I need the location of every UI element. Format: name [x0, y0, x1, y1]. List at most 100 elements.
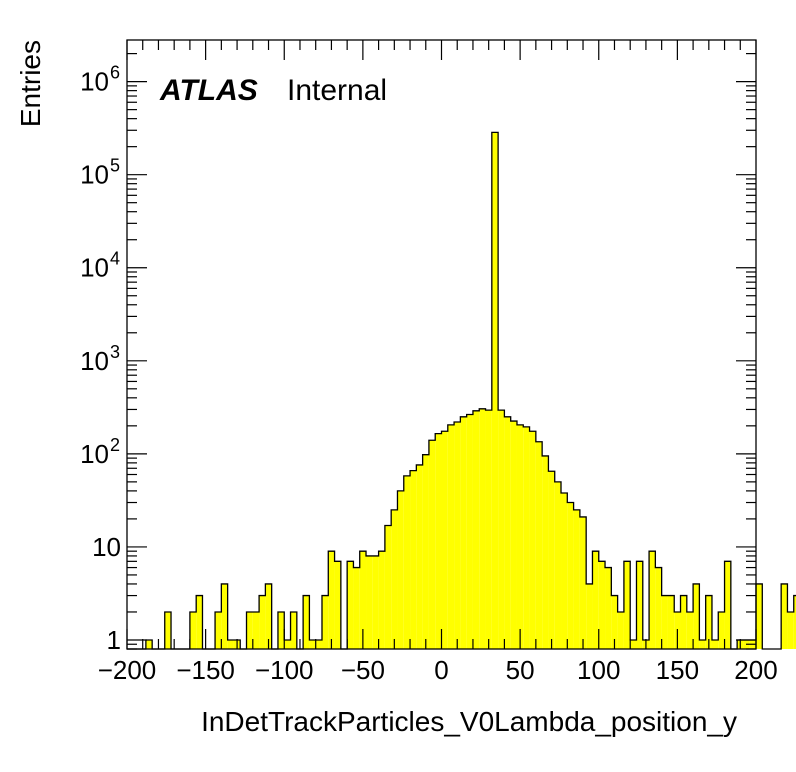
- histogram-bin: [252, 611, 260, 649]
- histogram-bin: [504, 416, 511, 649]
- histogram-bin: [460, 416, 467, 649]
- x-tick-label: 100: [577, 655, 620, 685]
- histogram-bin: [472, 410, 480, 649]
- histogram-bin: [447, 424, 455, 649]
- y-tick-exponent: 5: [110, 156, 120, 176]
- x-tick-label: −200: [98, 655, 157, 685]
- histogram-bin: [498, 410, 505, 649]
- y-tick-label: 1: [107, 625, 121, 655]
- histogram-bin: [781, 583, 788, 649]
- histogram-bin: [529, 431, 536, 649]
- histogram-bin: [630, 639, 637, 649]
- histogram-bin: [366, 555, 373, 649]
- x-tick-label: 0: [434, 655, 448, 685]
- histogram-bin: [649, 551, 656, 649]
- histogram-bin: [680, 595, 687, 649]
- x-tick-label: −50: [341, 655, 385, 685]
- y-tick-label: 10: [80, 346, 109, 376]
- y-axis-title: Entries: [15, 40, 46, 127]
- histogram-bin: [347, 561, 354, 649]
- y-tick-label: 10: [92, 532, 121, 562]
- histogram-bin: [516, 424, 524, 649]
- histogram-bars: [145, 132, 796, 649]
- histogram-bin: [479, 408, 486, 649]
- histogram-bin: [579, 516, 587, 649]
- histogram-bin: [246, 611, 253, 649]
- histogram-bin: [403, 475, 411, 649]
- histogram-bin: [567, 502, 574, 649]
- histogram-bin: [705, 595, 712, 649]
- histogram-bin: [441, 431, 448, 649]
- histogram-bin: [391, 509, 398, 649]
- y-tick-label: 10: [80, 67, 109, 97]
- y-tick-exponent: 2: [110, 435, 120, 455]
- histogram-bin: [561, 492, 568, 649]
- histogram-bin: [321, 595, 329, 649]
- histogram-bin: [189, 611, 197, 649]
- histogram-outline: [127, 131, 796, 650]
- histogram-bin: [303, 595, 310, 649]
- histogram-bin: [655, 567, 662, 649]
- histogram-bin: [215, 611, 222, 649]
- histogram-bin: [542, 455, 549, 649]
- histogram-bin: [611, 595, 618, 649]
- x-tick-labels: −200 −150 −100 −50 0 50 100 150 200: [98, 655, 778, 685]
- histogram-bin: [221, 583, 228, 649]
- histogram-bin: [491, 132, 499, 649]
- histogram-bin: [284, 639, 291, 649]
- histogram-bin: [196, 595, 203, 649]
- histogram-bin: [259, 595, 266, 649]
- histogram-bin: [756, 583, 763, 649]
- histogram-bin: [586, 583, 593, 649]
- histogram-bin: [227, 639, 234, 649]
- histogram-bin: [428, 440, 436, 649]
- x-tick-label: 200: [734, 655, 777, 685]
- y-tick-exponent: 4: [110, 249, 120, 269]
- histogram-bin: [793, 595, 796, 649]
- histogram-bin: [353, 567, 360, 649]
- histogram-bin: [309, 639, 316, 649]
- histogram-bin: [435, 433, 442, 649]
- y-tick-label: 10: [80, 160, 109, 190]
- histogram-bin: [573, 509, 580, 649]
- x-tick-label: −100: [255, 655, 314, 685]
- histogram-bin: [523, 426, 530, 649]
- histogram-bin: [617, 611, 624, 649]
- histogram-bin: [290, 611, 297, 649]
- x-tick-label: −150: [176, 655, 235, 685]
- histogram-bin: [277, 611, 285, 649]
- histogram-bin: [554, 481, 562, 649]
- histogram-bin: [378, 551, 385, 649]
- histogram-bin: [686, 611, 694, 649]
- histogram-bin: [636, 561, 643, 649]
- histogram-bin: [397, 490, 404, 649]
- histogram-bin: [359, 551, 367, 649]
- histogram-bin: [623, 561, 631, 649]
- histogram-bin: [693, 583, 700, 649]
- y-tick-label: 10: [80, 253, 109, 283]
- axis-ticks: [126, 40, 757, 650]
- histogram-bin: [372, 555, 379, 649]
- histogram-bin: [787, 611, 794, 649]
- histogram-bin: [328, 551, 335, 649]
- histogram-bin: [592, 551, 599, 649]
- histogram-bin: [485, 410, 492, 649]
- histogram-bin: [548, 471, 555, 649]
- histogram-bin: [384, 525, 392, 649]
- histogram-bin: [535, 441, 543, 649]
- histogram-bin: [410, 470, 417, 649]
- x-tick-label: 50: [506, 655, 535, 685]
- histogram-bin: [164, 611, 172, 649]
- x-axis-title: InDetTrackParticles_V0Lambda_position_y: [201, 706, 737, 737]
- histogram-bin: [265, 583, 272, 649]
- y-tick-exponent: 3: [110, 342, 120, 362]
- histogram-bin: [334, 561, 341, 649]
- histogram-bin: [667, 595, 675, 649]
- internal-label: Internal: [287, 74, 387, 107]
- histogram-bin: [422, 454, 429, 649]
- histogram-bin: [699, 639, 706, 649]
- histogram-bin: [605, 567, 612, 649]
- histogram-bin: [711, 639, 719, 649]
